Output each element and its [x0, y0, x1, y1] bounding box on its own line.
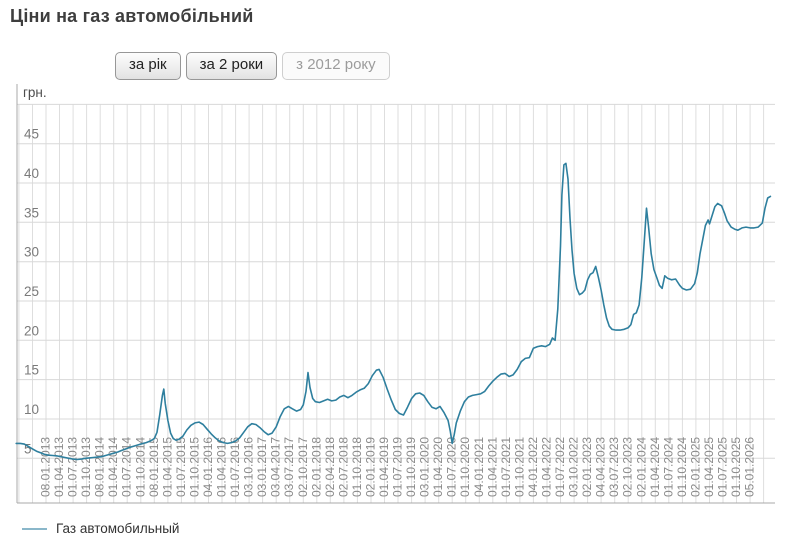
- y-axis-tick-label: 45: [24, 127, 39, 142]
- x-axis-tick-label: 02.01.2024: [634, 437, 648, 497]
- x-axis-tick-label: 02.01.2019: [364, 437, 378, 497]
- x-axis-tick-label: 01.07.2015: [174, 437, 188, 497]
- x-axis-tick-label: 02.10.2023: [621, 437, 635, 497]
- legend-label: Газ автомобильный: [56, 521, 180, 536]
- x-axis-tick-label: 01.07.2025: [716, 437, 730, 497]
- x-axis-tick-label: 01.07.2024: [661, 437, 675, 497]
- x-axis-tick-label: 01.10.2015: [187, 437, 201, 497]
- x-axis-tick-label: 01.07.2019: [391, 437, 405, 497]
- x-axis-tick-label: 03.10.2016: [242, 437, 256, 497]
- x-axis-tick-label: 01.04.2025: [702, 437, 716, 497]
- x-axis-tick-label: 02.10.2017: [296, 437, 310, 497]
- x-axis-tick-label: 01.10.2013: [79, 437, 93, 497]
- period-button-year[interactable]: за рік: [115, 52, 181, 80]
- x-axis-tick-label: 01.10.2025: [729, 437, 743, 497]
- y-axis-tick-label: 35: [24, 205, 39, 220]
- x-axis-tick-label: 04.01.2022: [526, 437, 540, 497]
- legend-line-sample: [22, 527, 47, 530]
- x-axis-tick-label: 01.07.2021: [499, 437, 513, 497]
- x-axis-tick-label: 08.01.2015: [147, 437, 161, 497]
- x-axis-tick-label: 08.01.2013: [39, 437, 53, 497]
- price-line: [15, 162, 772, 461]
- y-axis-tick-label: 20: [24, 323, 39, 338]
- x-axis-tick-label: 01.10.2019: [404, 437, 418, 497]
- x-axis-tick-label: 01.04.2016: [215, 437, 229, 497]
- x-axis-tick-label: 01.10.2024: [675, 437, 689, 497]
- x-axis-tick-label: 08.01.2014: [93, 437, 107, 497]
- x-axis-tick-label: 03.01.2020: [418, 437, 432, 497]
- x-axis-tick-label: 03.07.2017: [282, 437, 296, 497]
- x-axis-tick-label: 01.07.2016: [228, 437, 242, 497]
- x-axis-tick-label: 02.01.2025: [688, 437, 702, 497]
- y-axis-tick-label: 15: [24, 363, 39, 378]
- x-axis-tick-label: 03.07.2023: [607, 437, 621, 497]
- y-axis-unit-label: грн.: [23, 85, 47, 100]
- x-axis-tick-label: 01.07.2022: [553, 437, 567, 497]
- x-axis-tick-label: 01.04.2020: [431, 437, 445, 497]
- x-axis-tick-label: 01.10.2021: [512, 437, 526, 497]
- x-axis-tick-label: 01.07.2013: [66, 437, 80, 497]
- x-axis-tick-label: 02.01.2023: [580, 437, 594, 497]
- x-axis-tick-label: 01.04.2024: [648, 437, 662, 497]
- x-axis-tick-label: 01.10.2020: [458, 437, 472, 497]
- x-axis-tick-label: 04.04.2023: [594, 437, 608, 497]
- x-axis-tick-label: 01.07.2020: [445, 437, 459, 497]
- x-axis-tick-label: 03.10.2022: [567, 437, 581, 497]
- y-axis-tick-label: 10: [24, 402, 39, 417]
- chart-legend: Газ автомобильный: [22, 521, 179, 536]
- x-axis-tick-label: 01.04.2021: [485, 437, 499, 497]
- period-toolbar: за рік за 2 роки з 2012 року: [115, 52, 390, 80]
- y-axis-tick-label: 5: [24, 441, 32, 456]
- x-axis-tick-label: 01.04.2015: [160, 437, 174, 497]
- x-axis-tick-label: 03.04.2017: [269, 437, 283, 497]
- period-button-2-years[interactable]: за 2 роки: [185, 52, 278, 80]
- x-axis-tick-label: 04.01.2021: [472, 437, 486, 497]
- x-axis-tick-label: 03.01.2017: [255, 437, 269, 497]
- x-axis-tick-label: 02.01.2018: [309, 437, 323, 497]
- x-axis-tick-label: 04.01.2016: [201, 437, 215, 497]
- x-axis-tick-label: 05.01.2026: [743, 437, 757, 497]
- x-axis-tick-label: 02.04.2018: [323, 437, 337, 497]
- x-axis-tick-label: 01.04.2014: [106, 437, 120, 497]
- x-axis-tick-label: 02.07.2018: [336, 437, 350, 497]
- x-axis-tick-label: 01.04.2013: [52, 437, 66, 497]
- y-axis-tick-label: 25: [24, 284, 39, 299]
- x-axis-tick-label: 01.04.2022: [540, 437, 554, 497]
- y-axis-tick-label: 30: [24, 245, 39, 260]
- x-axis-tick-label: 01.04.2019: [377, 437, 391, 497]
- period-button-since-2012[interactable]: з 2012 року: [282, 52, 390, 80]
- x-axis-tick-label: 01.10.2014: [133, 437, 147, 497]
- page-title: Ціни на газ автомобільний: [10, 6, 254, 26]
- y-axis-tick-label: 40: [24, 166, 39, 181]
- x-axis-tick-label: 01.10.2018: [350, 437, 364, 497]
- x-axis-tick-label: 01.07.2014: [120, 437, 134, 497]
